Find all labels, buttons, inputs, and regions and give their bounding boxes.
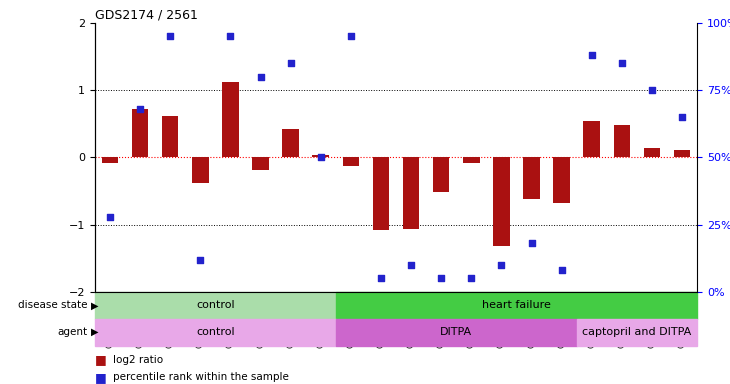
Bar	[403, 157, 419, 229]
Point	[556, 267, 567, 273]
Bar	[155, 23, 185, 292]
Bar	[342, 157, 359, 166]
Bar	[245, 23, 276, 292]
Bar	[336, 319, 577, 346]
Point	[375, 275, 387, 281]
Point	[345, 33, 357, 40]
Bar	[426, 23, 456, 292]
Bar	[493, 157, 510, 246]
Bar	[215, 23, 245, 292]
Bar	[125, 23, 155, 292]
Bar	[373, 157, 389, 230]
Text: ▶: ▶	[91, 327, 99, 337]
Bar	[547, 23, 577, 292]
Bar	[644, 148, 660, 157]
Bar	[583, 121, 600, 157]
Bar	[577, 23, 607, 292]
Bar	[253, 157, 269, 170]
Text: control: control	[196, 327, 234, 337]
Text: ■: ■	[95, 353, 107, 366]
Bar	[95, 319, 336, 346]
Bar	[577, 319, 697, 346]
Bar	[276, 23, 306, 292]
Point	[405, 262, 417, 268]
Text: ▶: ▶	[91, 300, 99, 310]
Text: heart failure: heart failure	[482, 300, 551, 310]
Bar	[185, 23, 215, 292]
Text: control: control	[196, 300, 234, 310]
Bar	[132, 109, 148, 157]
Bar	[607, 23, 637, 292]
Bar	[463, 157, 480, 163]
Bar	[366, 23, 396, 292]
Bar	[283, 129, 299, 157]
Point	[104, 214, 116, 220]
Text: captopril and DITPA: captopril and DITPA	[583, 327, 691, 337]
Point	[134, 106, 146, 112]
Bar	[162, 116, 178, 157]
Point	[616, 60, 628, 66]
Bar	[517, 23, 547, 292]
Text: disease state: disease state	[18, 300, 88, 310]
Point	[435, 275, 447, 281]
Bar	[95, 23, 125, 292]
Bar	[667, 23, 697, 292]
Bar	[486, 23, 517, 292]
Point	[526, 240, 537, 247]
Bar	[192, 157, 209, 183]
Point	[586, 52, 598, 58]
Bar	[553, 157, 570, 203]
Point	[315, 154, 326, 161]
Text: percentile rank within the sample: percentile rank within the sample	[113, 372, 289, 382]
Bar	[523, 157, 539, 199]
Bar	[306, 23, 336, 292]
Point	[225, 33, 237, 40]
Bar	[674, 150, 691, 157]
Bar	[336, 292, 697, 319]
Text: log2 ratio: log2 ratio	[113, 355, 164, 365]
Bar	[456, 23, 486, 292]
Bar	[336, 23, 366, 292]
Point	[496, 262, 507, 268]
Text: agent: agent	[58, 327, 88, 337]
Bar	[637, 23, 667, 292]
Bar	[312, 155, 329, 157]
Bar	[222, 82, 239, 157]
Text: DITPA: DITPA	[440, 327, 472, 337]
Point	[194, 257, 206, 263]
Point	[646, 87, 658, 93]
Text: GDS2174 / 2561: GDS2174 / 2561	[95, 9, 198, 22]
Bar	[614, 125, 630, 157]
Point	[676, 114, 688, 120]
Bar	[396, 23, 426, 292]
Bar	[101, 157, 118, 163]
Text: ■: ■	[95, 371, 107, 384]
Point	[466, 275, 477, 281]
Bar	[95, 292, 336, 319]
Bar	[433, 157, 450, 192]
Point	[255, 74, 266, 80]
Point	[285, 60, 296, 66]
Point	[164, 33, 176, 40]
